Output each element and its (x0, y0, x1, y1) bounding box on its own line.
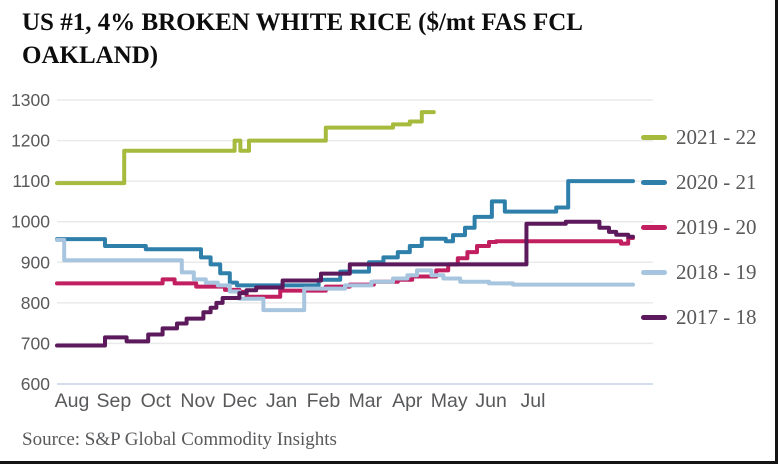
x-axis-label-jun: Jun (475, 390, 506, 412)
x-axis-label-nov: Nov (180, 390, 215, 412)
series-line-2020-21 (55, 179, 635, 288)
chart-title-line2: OAKLAND) (22, 42, 159, 69)
chart-legend: 2021 - 22 2020 - 21 2019 - 20 2018 - 19 2017… (641, 90, 775, 350)
x-axis-label-feb: Feb (307, 390, 341, 412)
series-line-2017-18 (55, 219, 635, 348)
x-axis-label-dec: Dec (222, 390, 257, 412)
legend-swatch (641, 269, 667, 275)
legend-item-2019-20: 2019 - 20 (641, 215, 757, 239)
plot-area: 600 700 800 900 1000 1100 1200 1300 Aug Sep Oct Nov… (11, 90, 653, 412)
chart-title-line1: US #1, 4% BROKEN WHITE RICE ($/mt FAS FC… (22, 9, 583, 36)
legend-item-2020-21: 2020 - 21 (641, 170, 757, 194)
x-axis-label-jul: Jul (521, 390, 546, 412)
legend-item-2017-18: 2017 - 18 (641, 305, 757, 329)
x-axis-label-may: May (431, 390, 468, 412)
legend-label: 2018 - 19 (676, 259, 757, 284)
legend-item-2021-22: 2021 - 22 (641, 125, 757, 149)
series-line-2021-22 (55, 110, 436, 186)
legend-swatch (641, 224, 667, 230)
x-axis-label-sep: Sep (97, 390, 132, 412)
y-axis-label-1200: 1200 (11, 131, 50, 151)
source-note: Source: S&P Global Commodity Insights (22, 429, 337, 450)
x-axis-label-jan: Jan (266, 390, 297, 412)
legend-swatch (641, 134, 667, 140)
x-axis-label-mar: Mar (349, 390, 383, 412)
series-line-2018-19 (55, 237, 635, 313)
chart-title: US #1, 4% BROKEN WHITE RICE ($/mt FAS FC… (22, 6, 722, 72)
legend-swatch (641, 314, 667, 320)
y-axis-label-1300: 1300 (11, 90, 50, 110)
legend-item-2018-19: 2018 - 19 (641, 260, 757, 284)
legend-label: 2019 - 20 (676, 214, 757, 239)
y-axis-label-1000: 1000 (11, 212, 50, 232)
x-axis-label-aug: Aug (55, 390, 90, 412)
legend-label: 2021 - 22 (676, 124, 757, 149)
legend-swatch (641, 179, 667, 185)
x-axis-label-oct: Oct (141, 390, 172, 412)
y-axis-label-900: 900 (21, 252, 50, 272)
y-axis-label-800: 800 (21, 293, 50, 313)
y-axis-label-1100: 1100 (12, 171, 50, 191)
x-axis-label-apr: Apr (392, 390, 423, 412)
y-axis-label-700: 700 (21, 333, 50, 353)
legend-label: 2017 - 18 (676, 304, 757, 329)
y-axis-label-600: 600 (21, 374, 50, 394)
legend-label: 2020 - 21 (676, 169, 757, 194)
